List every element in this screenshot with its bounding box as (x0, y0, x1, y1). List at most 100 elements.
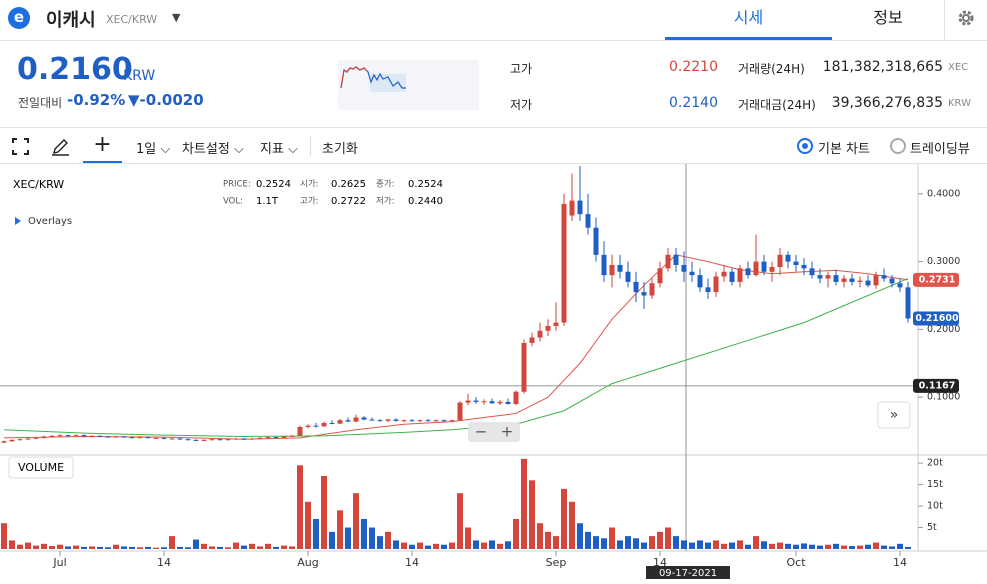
fullscreen-button[interactable] (12, 138, 29, 155)
candle-body (673, 254, 679, 265)
volume-bar (721, 543, 727, 549)
volume-bar (897, 543, 903, 549)
tab-active[interactable]: 시세 (665, 0, 832, 40)
candle-body (169, 438, 175, 440)
candle-body (385, 419, 391, 421)
volume-bar (825, 544, 831, 549)
volume-bar (593, 536, 599, 549)
volume-bar (25, 542, 31, 549)
volume-bar (417, 542, 423, 549)
indicators-button[interactable]: 지표 ⌵ (260, 142, 298, 157)
candle-body (657, 268, 663, 284)
candle-body (897, 283, 903, 288)
volume-bar (889, 546, 895, 549)
x-tick-label: 14 (157, 556, 171, 569)
turnover-label: 거래대금(24H) (738, 98, 816, 112)
y-tick-label: 0.1000 (927, 392, 960, 403)
settings-button[interactable]: 차트설정 ⌵ (182, 142, 244, 157)
volume-bar (545, 531, 551, 549)
settings-icon[interactable] (957, 9, 975, 27)
basic-chart-option[interactable]: 기본 차트 (818, 142, 870, 157)
volume-bar (633, 538, 639, 549)
volume-bar (441, 544, 447, 549)
tradingview-option[interactable]: 트레이딩뷰 (910, 142, 970, 157)
overlays[interactable]: Overlays (28, 216, 72, 227)
reset-button[interactable]: 초기화 (322, 142, 358, 157)
radio-selected[interactable] (797, 138, 813, 154)
radio[interactable] (890, 138, 906, 154)
divider (0, 127, 987, 128)
zoom-control (468, 422, 520, 442)
volume-bar (241, 545, 247, 549)
volume-bar (465, 527, 471, 549)
volume-bar (281, 545, 287, 549)
candle-body (577, 200, 583, 215)
x-tick-label: 14 (405, 556, 419, 569)
volume-bar (329, 531, 335, 549)
candle-body (545, 325, 551, 331)
scroll-icon: » (890, 407, 899, 423)
price-tag (913, 378, 959, 393)
y2-tick-label: 15t (927, 479, 943, 490)
volume-bar (57, 544, 63, 549)
overlays-toggle[interactable] (15, 217, 21, 225)
volume-bar (17, 544, 23, 549)
mini-chart (338, 60, 479, 110)
info-label: 종가: (376, 180, 395, 190)
candle-body (17, 439, 23, 441)
candle-body (849, 278, 855, 282)
volume-bar (609, 527, 615, 549)
candle-body (889, 278, 895, 284)
candle-body (689, 271, 695, 276)
volume-bar (297, 465, 303, 549)
candle-body (409, 420, 415, 422)
scroll-button[interactable] (877, 401, 911, 429)
candle-body (449, 420, 455, 422)
volume-bar (513, 518, 519, 549)
crosshair-button[interactable]: + (83, 130, 122, 163)
volume-bar (97, 546, 103, 549)
candle-body (121, 436, 127, 438)
candle-body (617, 264, 623, 272)
interval-button[interactable]: 1일 ⌵ (136, 142, 171, 157)
volume-bar (681, 540, 687, 549)
price-tag (913, 272, 959, 287)
volume-bar (561, 488, 567, 549)
candle-body (361, 417, 367, 420)
volume-bar (849, 545, 855, 549)
divider (944, 0, 945, 40)
volume-bar (625, 536, 631, 549)
divider (0, 40, 987, 41)
candle-body (841, 278, 847, 282)
x-tick-label: 14 (653, 556, 667, 569)
candle-body (425, 420, 431, 422)
candle-body (681, 264, 687, 272)
candle-body (217, 439, 223, 441)
candle-body (353, 417, 359, 422)
candle-body (233, 438, 239, 440)
zoom-in[interactable]: + (501, 423, 514, 441)
dropdown-icon[interactable]: ▼ (172, 11, 181, 24)
candle-body (161, 437, 167, 439)
volume-bar (745, 544, 751, 549)
candle-body (625, 271, 631, 282)
candle-body (417, 420, 423, 422)
turnover-value: 39,366,276,835 (831, 95, 943, 111)
zoom-out[interactable]: − (475, 423, 488, 441)
y-tick-label: 0.3000 (927, 256, 960, 267)
info-label: 저가: (376, 197, 395, 207)
volume-bar (1, 523, 7, 549)
info-value: 0.2524 (256, 179, 291, 190)
volume-bar (777, 542, 783, 549)
volume-bar (153, 547, 159, 549)
volume-label: 거래량(24H) (738, 62, 805, 76)
volume-bar (785, 543, 791, 549)
tab[interactable]: 정보 (873, 8, 903, 27)
currency: KRW (123, 68, 156, 84)
x-tick-label: Aug (297, 556, 318, 569)
candle-body (145, 437, 151, 439)
current-price: 0.2160 (17, 52, 133, 87)
candle-body (809, 268, 815, 276)
draw-button[interactable] (51, 137, 70, 156)
symbol: XEC/KRW (13, 178, 64, 191)
